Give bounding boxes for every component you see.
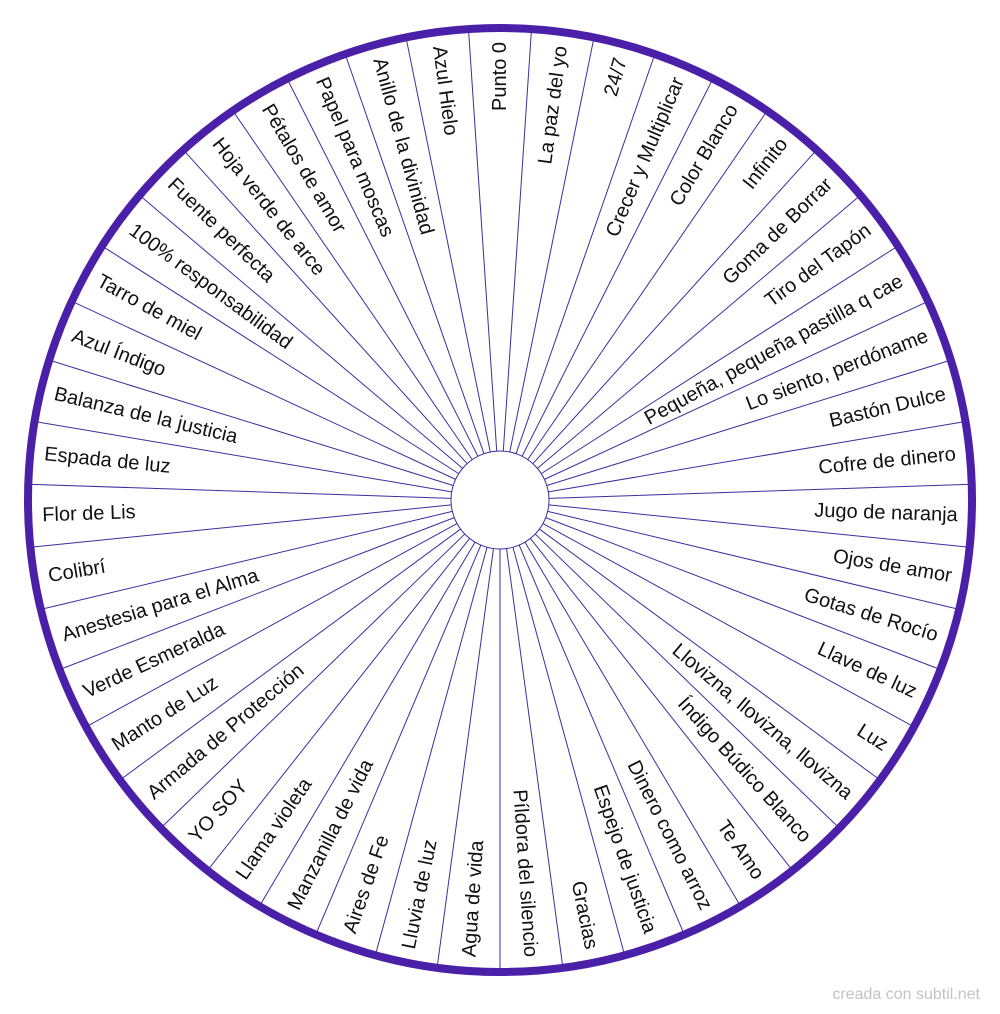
- credit-text: creada con subtil.net: [832, 986, 980, 1003]
- segment-label: Hoja verde de arce: [208, 134, 330, 280]
- segment-divider: [374, 547, 488, 956]
- segment-divider: [286, 78, 479, 457]
- segment-label: Lluvia de luz: [398, 838, 442, 951]
- segment-label: La paz del yo: [534, 45, 572, 166]
- segment-divider: [534, 533, 840, 829]
- segment-divider: [119, 528, 461, 781]
- segment-label: Luz: [853, 720, 892, 756]
- segment-divider: [506, 548, 564, 968]
- segment-label: Llave de luz: [814, 638, 920, 703]
- segment-label: Flor de Lis: [42, 501, 136, 526]
- segment-label: 24/7: [600, 55, 632, 98]
- segment-divider: [139, 194, 463, 469]
- segment-divider: [537, 194, 861, 469]
- segment-label: Espada de luz: [43, 443, 171, 478]
- segment-divider: [71, 300, 456, 480]
- segment-divider: [548, 504, 970, 548]
- segment-label: Jugo de naranja: [814, 500, 959, 527]
- segment-divider: [467, 29, 498, 452]
- segment-divider: [49, 359, 454, 486]
- segment-label: Armada de Protección: [143, 660, 308, 805]
- segment-divider: [315, 544, 482, 935]
- segment-divider: [30, 504, 452, 548]
- segment-divider: [512, 547, 626, 956]
- segment-divider: [40, 510, 453, 610]
- segment-divider: [542, 523, 915, 728]
- segment-label: YO SOY: [185, 775, 253, 847]
- segment-label: Color Blanco: [666, 100, 743, 210]
- outer-ring: [24, 24, 976, 976]
- segment-label: Azul Índigo: [69, 324, 170, 381]
- segment-label: Gracias: [567, 879, 602, 951]
- segment-label: Ojos de amor: [831, 545, 953, 587]
- segment-divider: [515, 53, 656, 454]
- segment-divider: [518, 544, 685, 935]
- segment-divider: [436, 548, 494, 968]
- segment-divider: [524, 541, 741, 907]
- segment-divider: [34, 420, 452, 493]
- segment-divider: [207, 538, 471, 871]
- center-hub: [450, 450, 550, 550]
- segment-label: 100% responsabilidad: [125, 219, 296, 353]
- segment-divider: [544, 300, 929, 480]
- segment-label: Balanza de la justicia: [52, 383, 241, 448]
- segment-divider: [546, 359, 951, 486]
- segment-divider: [344, 53, 485, 454]
- segment-divider: [160, 533, 466, 829]
- segment-divider: [101, 245, 459, 475]
- segment-divider: [509, 37, 595, 453]
- segment-label: Bastón Dulce: [827, 383, 948, 432]
- segment-divider: [183, 149, 468, 464]
- segment-label: Infinito: [739, 134, 793, 194]
- segment-label: Azul Hielo: [428, 45, 462, 137]
- segment-divider: [85, 523, 458, 728]
- segment-divider: [521, 78, 714, 457]
- segment-label: Aires de Fe: [339, 832, 393, 936]
- segment-divider: [548, 420, 966, 493]
- segment-label: Punto 0: [489, 42, 511, 111]
- segment-label: Cofre de dinero: [817, 443, 956, 479]
- segment-divider: [547, 510, 960, 610]
- segment-divider: [59, 517, 455, 671]
- segment-divider: [259, 541, 476, 907]
- segment-dividers: [28, 29, 972, 972]
- segment-divider: [28, 483, 452, 499]
- segment-divider: [502, 29, 533, 452]
- segment-divider: [541, 245, 899, 475]
- segment-divider: [548, 483, 972, 499]
- segment-divider: [529, 538, 793, 871]
- segment-label: Píldora del silencio: [508, 789, 541, 958]
- segment-label: Crecer y Multiplicar: [602, 74, 689, 240]
- segment-divider: [539, 528, 881, 781]
- segment-divider: [545, 517, 941, 671]
- segment-label: Colibrí: [47, 556, 108, 587]
- segment-divider: [532, 149, 817, 464]
- segment-divider: [232, 110, 473, 460]
- segment-label: Gotas de Rocío: [801, 584, 940, 646]
- segment-divider: [405, 37, 491, 453]
- segment-label: Agua de vida: [458, 839, 488, 958]
- segment-divider: [527, 110, 768, 460]
